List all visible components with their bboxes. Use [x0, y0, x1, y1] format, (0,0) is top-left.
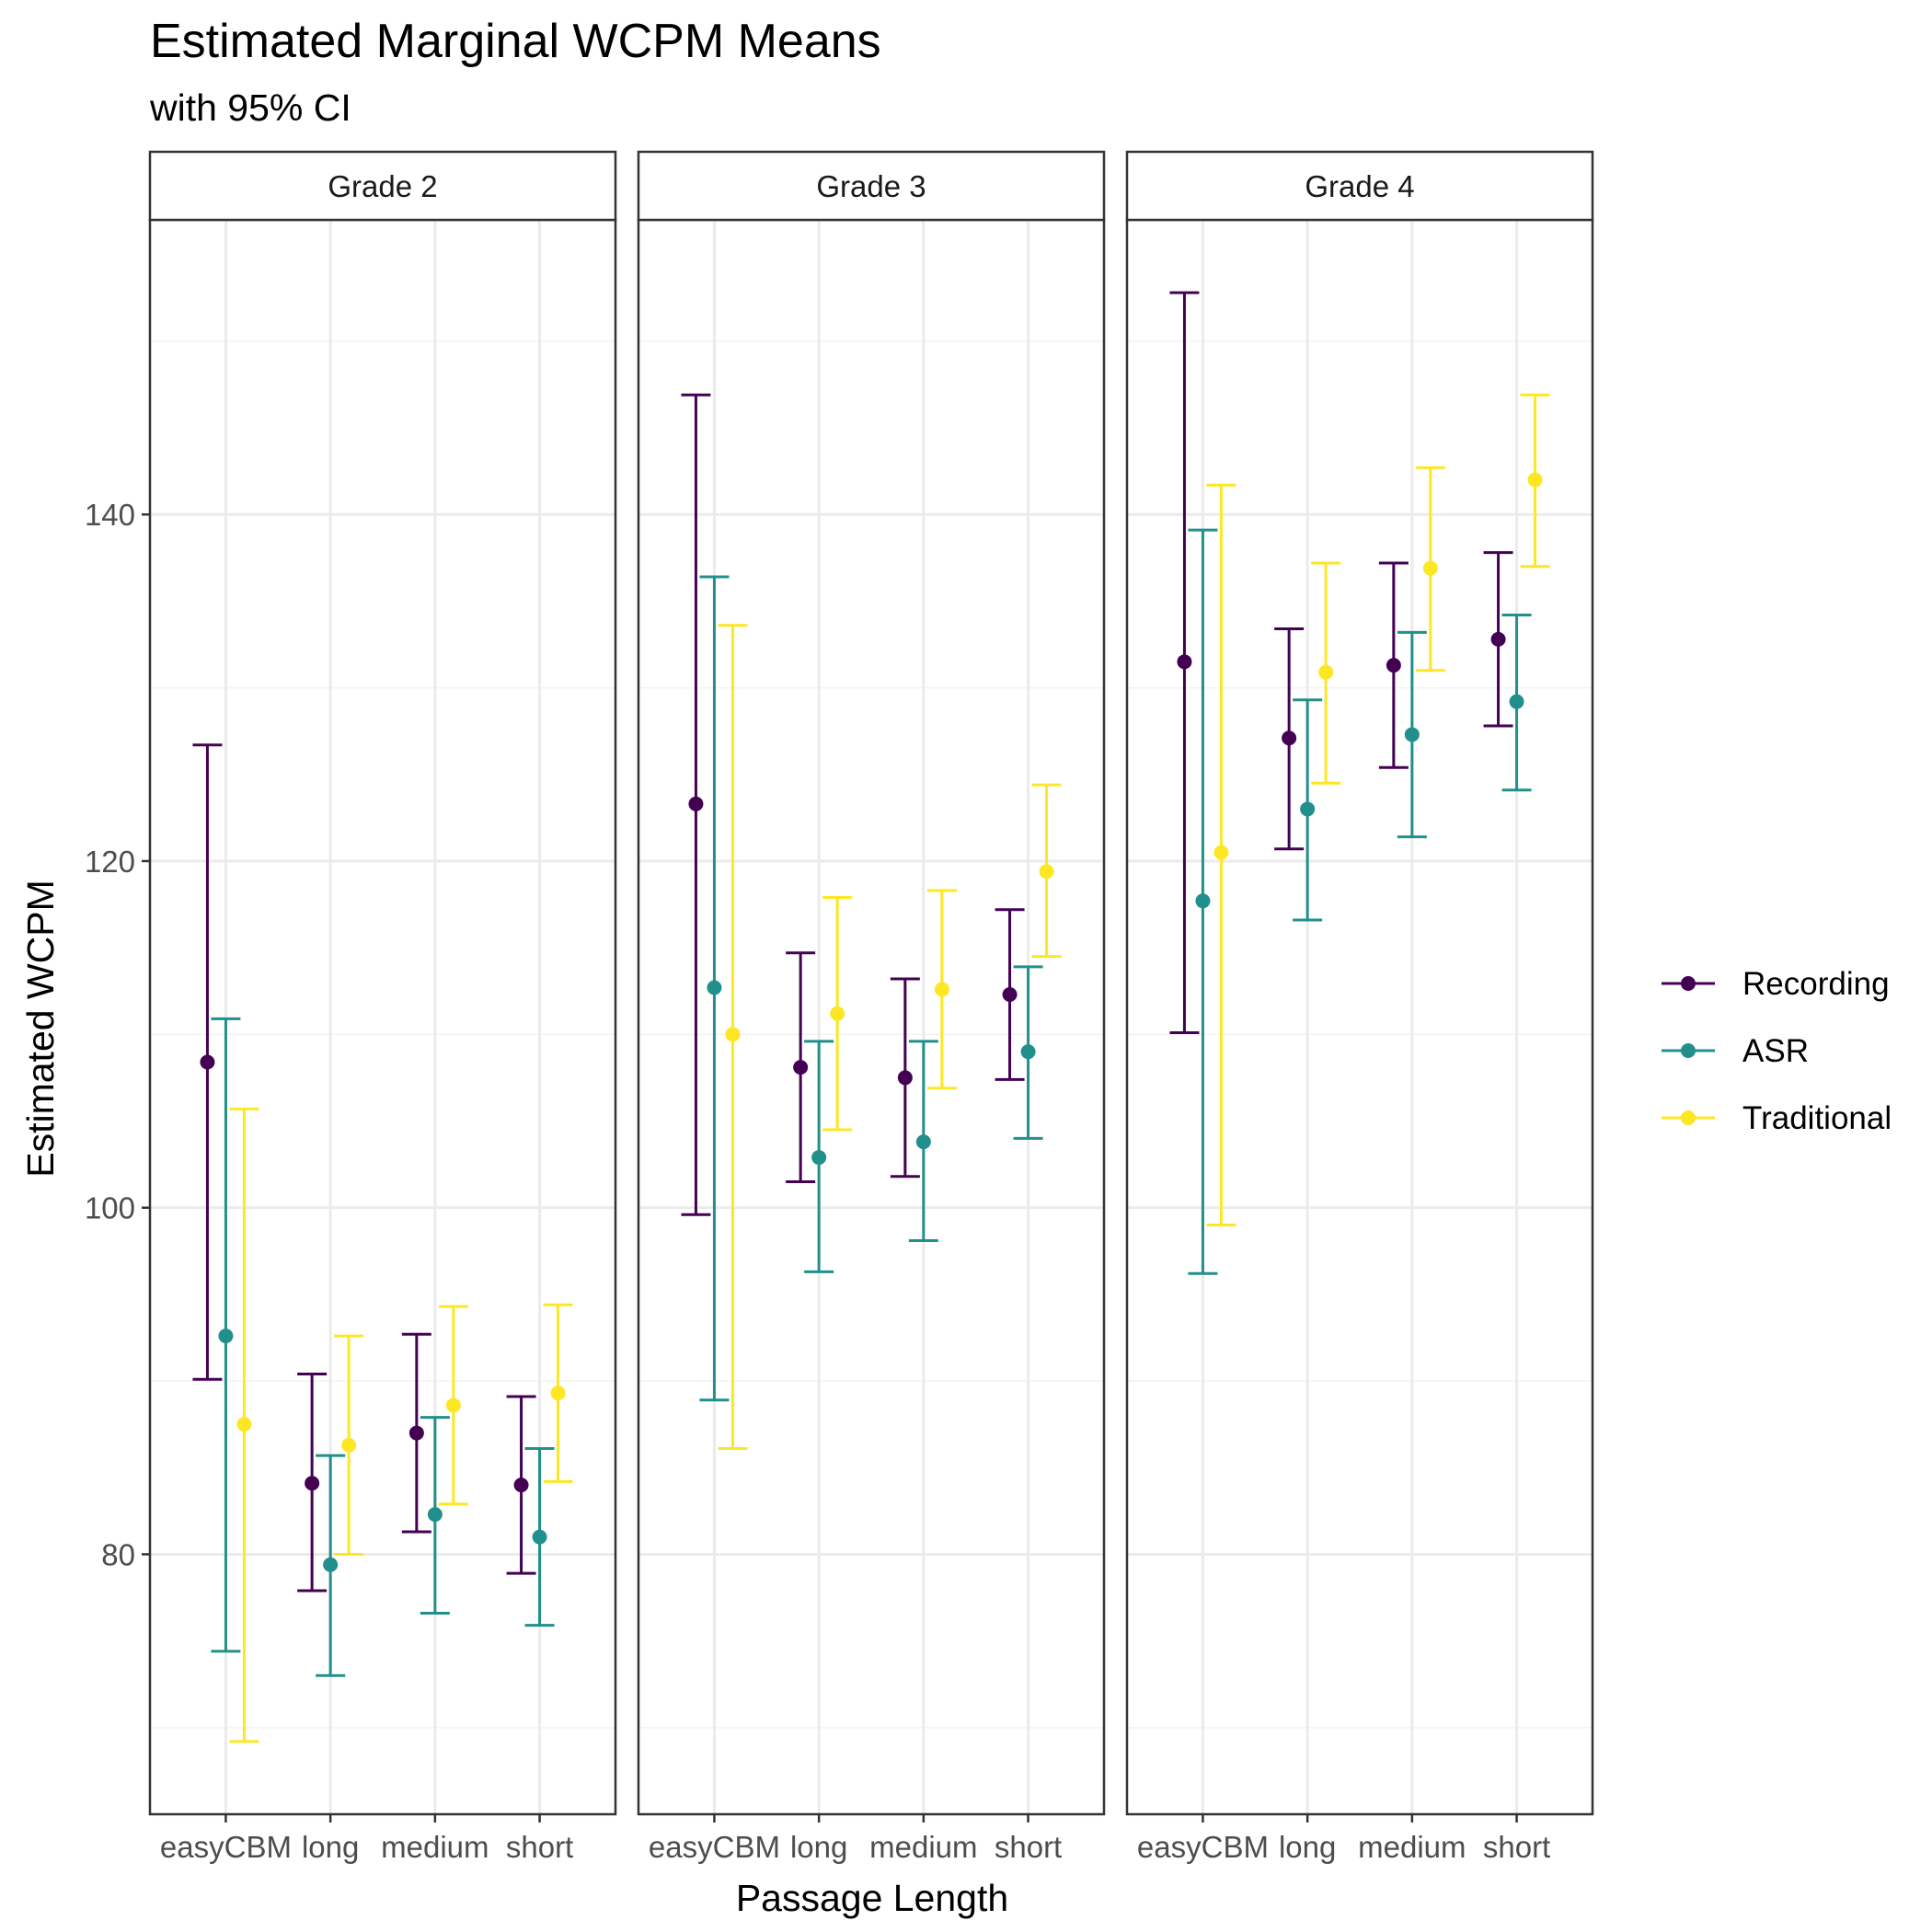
mean-point: [1002, 987, 1018, 1003]
legend-item-recording: Recording: [1662, 966, 1890, 1002]
x-tick-label: medium: [381, 1830, 489, 1864]
chart-subtitle: with 95% CI: [149, 86, 351, 129]
mean-point: [1300, 801, 1316, 817]
x-tick-label: long: [1279, 1830, 1336, 1864]
mean-point: [1318, 664, 1334, 680]
x-tick-label: easyCBM: [160, 1830, 292, 1864]
facet-strip-label: Grade 4: [1305, 169, 1414, 203]
mean-point: [830, 1006, 845, 1021]
legend-key-point: [1681, 1110, 1696, 1125]
chart-title: Estimated Marginal WCPM Means: [150, 15, 881, 68]
mean-point: [1404, 727, 1420, 742]
mean-point: [1509, 694, 1524, 709]
series-recording: [681, 393, 1025, 1216]
mean-point: [218, 1328, 234, 1344]
mean-point: [1177, 654, 1192, 670]
mean-point: [1490, 631, 1506, 647]
series-traditional: [718, 624, 1062, 1451]
panel-background: [638, 220, 1104, 1814]
legend: Recording ASR Traditional: [1662, 966, 1892, 1136]
facet-strip: [148, 150, 617, 222]
mean-point: [1282, 730, 1297, 746]
x-axis-label: Passage Length: [736, 1877, 1008, 1919]
mean-point: [236, 1417, 252, 1432]
facet-strip-label: Grade 2: [328, 169, 437, 203]
x-tick-label: long: [790, 1830, 847, 1864]
mean-point: [532, 1529, 547, 1545]
mean-point: [707, 980, 722, 995]
mean-point: [1422, 560, 1438, 576]
panel-background: [1127, 220, 1593, 1814]
series-traditional: [229, 1107, 573, 1743]
facet-panel-2: Grade 3 easyCBM long medium short: [637, 150, 1106, 1864]
panel-background: [150, 220, 615, 1814]
mean-point: [513, 1478, 529, 1493]
mean-point: [550, 1386, 566, 1401]
legend-key-point: [1681, 976, 1696, 991]
y-axis: 80 100 120 140: [85, 498, 150, 1571]
mean-point: [427, 1507, 443, 1523]
mean-point: [1527, 472, 1543, 488]
mean-point: [200, 1054, 215, 1070]
y-tick-label: 140: [85, 498, 135, 532]
mean-point: [725, 1027, 741, 1042]
legend-label: Recording: [1742, 966, 1890, 1002]
facet-panel-3: Grade 4 easyCBM long medium short: [1125, 150, 1594, 1864]
x-tick-label: medium: [1358, 1830, 1466, 1864]
facet-panel-1: Grade 2 easyCBM long medium short: [148, 150, 617, 1864]
mean-point: [897, 1070, 913, 1086]
mean-point: [408, 1425, 424, 1441]
mean-point: [445, 1397, 461, 1413]
mean-point: [323, 1557, 339, 1572]
x-tick-label: easyCBM: [649, 1830, 780, 1864]
series-traditional: [1206, 393, 1550, 1227]
series-asr: [1188, 528, 1532, 1275]
mean-point: [1039, 864, 1054, 880]
legend-item-asr: ASR: [1662, 1033, 1809, 1069]
y-axis-label: Estimated WCPM: [19, 880, 62, 1178]
legend-label: Traditional: [1742, 1100, 1892, 1136]
facet-panels: Grade 2 easyCBM long medium short Grade 3 easy…: [148, 150, 1594, 1864]
facet-strip: [637, 150, 1106, 222]
x-tick-label: long: [302, 1830, 359, 1864]
series-asr: [699, 575, 1043, 1402]
mean-point: [688, 796, 704, 811]
mean-point: [1213, 845, 1229, 860]
x-tick-label: easyCBM: [1137, 1830, 1269, 1864]
mean-point: [1195, 893, 1211, 909]
x-tick-label: medium: [869, 1830, 977, 1864]
mean-point: [341, 1437, 357, 1453]
mean-point: [811, 1150, 827, 1166]
facet-strip-label: Grade 3: [816, 169, 926, 203]
x-tick-label: short: [1483, 1830, 1550, 1864]
series-recording: [192, 743, 536, 1593]
mean-point: [915, 1134, 931, 1150]
mean-point: [305, 1476, 320, 1491]
y-tick-label: 100: [85, 1191, 135, 1225]
series-asr: [211, 1017, 555, 1677]
y-tick-label: 120: [85, 845, 135, 879]
series-recording: [1169, 291, 1513, 1034]
mean-point: [1386, 658, 1401, 673]
mean-point: [793, 1060, 809, 1075]
legend-item-traditional: Traditional: [1662, 1100, 1892, 1136]
x-tick-label: short: [506, 1830, 573, 1864]
y-tick-label: 80: [101, 1537, 135, 1571]
x-tick-label: short: [995, 1830, 1062, 1864]
legend-label: ASR: [1742, 1033, 1809, 1069]
mean-point: [934, 982, 949, 997]
legend-key-point: [1681, 1043, 1696, 1058]
mean-point: [1020, 1044, 1036, 1060]
facet-strip: [1125, 150, 1594, 222]
